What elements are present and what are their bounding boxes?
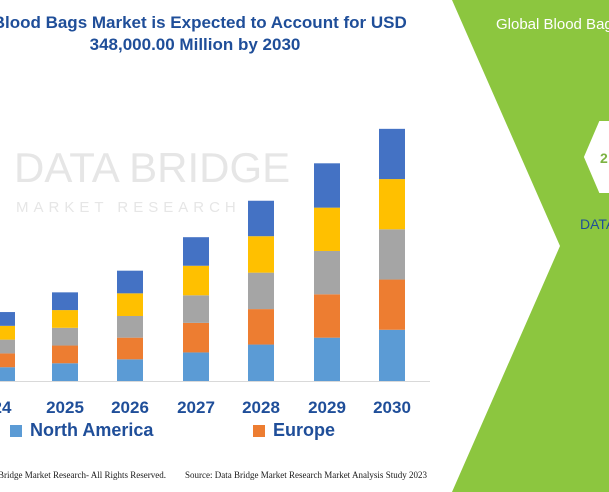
- x-tick-label-2028: 2028: [242, 398, 280, 417]
- x-tick-label-24: 24: [0, 398, 12, 417]
- legend-item-europe: Europe: [253, 420, 335, 441]
- bar-segment-24-series-3: [0, 339, 15, 354]
- legend-label-europe: Europe: [273, 420, 336, 440]
- bar-segment-2027-series-5: [183, 237, 209, 266]
- legend-swatch-north-america: [10, 424, 22, 437]
- legend-label-north-america: North America: [30, 420, 154, 440]
- x-tick-label-2030: 2030: [373, 398, 411, 417]
- bar-segment-2030-series-2: [379, 279, 405, 330]
- bar-segment-2028-series-3: [248, 272, 274, 310]
- x-tick-label-2026: 2026: [111, 398, 149, 417]
- bar-segment-2027-series-1: [183, 352, 209, 381]
- chart-title-line-1: l Blood Bags Market is Expected to Accou…: [0, 13, 407, 32]
- bar-segment-24-series-2: [0, 353, 15, 368]
- watermark-line-1: DATA BRIDGE: [14, 144, 290, 191]
- bar-segment-2026-series-2: [117, 337, 143, 360]
- bar-segment-2028-series-5: [248, 200, 274, 237]
- bar-segment-2026-series-5: [117, 270, 143, 294]
- bar-segment-2030-series-1: [379, 329, 405, 381]
- bar-segment-2027-series-3: [183, 295, 209, 323]
- bar-segment-2029-series-1: [314, 337, 340, 381]
- bar-segment-2025-series-1: [52, 363, 78, 381]
- bar-segment-2027-series-4: [183, 265, 209, 296]
- bar-segment-2027-series-2: [183, 322, 209, 353]
- legend-swatch-europe: [253, 424, 265, 437]
- bar-segment-2030-series-5: [379, 128, 405, 180]
- chart-title-line-2: 348,000.00 Million by 2030: [89, 35, 301, 54]
- bar-segment-2025-series-4: [52, 310, 78, 328]
- bar-segment-2029-series-4: [314, 207, 340, 251]
- bar-segment-24-series-5: [0, 312, 15, 326]
- x-tick-label-2025: 2025: [46, 398, 84, 417]
- bar-segment-2026-series-1: [117, 359, 143, 381]
- bar-segment-2030-series-3: [379, 229, 405, 280]
- bar-segment-2026-series-4: [117, 293, 143, 316]
- bar-segment-24-series-1: [0, 367, 15, 381]
- legend-item-north-america: North America: [10, 420, 153, 441]
- bar-segment-2025-series-3: [52, 327, 78, 346]
- bar-segment-2025-series-5: [52, 292, 78, 311]
- bar-segment-2028-series-4: [248, 236, 274, 273]
- bar-segment-2026-series-3: [117, 315, 143, 338]
- footer-copyright: Bridge Market Research- All Rights Reser…: [0, 470, 166, 480]
- hexagon-badge-text: 2: [600, 150, 608, 166]
- bar-segment-2029-series-5: [314, 163, 340, 208]
- side-panel-title: Global Blood Bags: [496, 16, 609, 33]
- watermark-line-2: MARKET RESEARCH: [16, 199, 241, 216]
- footer-source: Source: Data Bridge Market Research Mark…: [185, 470, 427, 480]
- bar-segment-2028-series-2: [248, 309, 274, 345]
- x-tick-label-2029: 2029: [308, 398, 346, 417]
- bar-segment-2028-series-1: [248, 344, 274, 381]
- bar-segment-24-series-4: [0, 325, 15, 340]
- bar-segment-2025-series-2: [52, 345, 78, 364]
- bar-segment-2029-series-2: [314, 294, 340, 338]
- bar-segment-2029-series-3: [314, 250, 340, 295]
- chart-title: l Blood Bags Market is Expected to Accou…: [0, 12, 430, 56]
- x-tick-label-2027: 2027: [177, 398, 215, 417]
- side-panel-brand: DATA: [580, 216, 609, 232]
- bar-segment-2030-series-4: [379, 179, 405, 230]
